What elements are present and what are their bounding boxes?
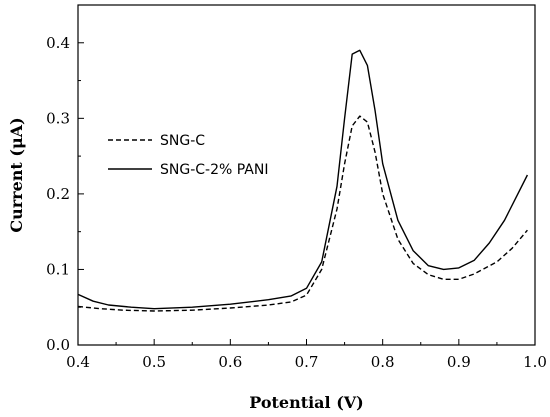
x-tick-label: 0.7 xyxy=(295,353,319,371)
plot-area-frame xyxy=(77,4,536,346)
x-tick-label: 0.6 xyxy=(218,353,242,371)
x-tick-label: 0.5 xyxy=(142,353,166,371)
y-tick-label: 0.4 xyxy=(46,34,70,52)
x-tick-label: 0.8 xyxy=(371,353,395,371)
y-tick-label: 0.0 xyxy=(46,336,70,354)
x-axis: 0.4 0.5 0.6 0.7 0.8 0.9 1.0 xyxy=(66,339,547,371)
x-tick-label: 1.0 xyxy=(523,353,547,371)
series-line-0 xyxy=(77,115,528,312)
plot-frame xyxy=(77,4,536,346)
legend: SNG-C SNG-C-2% PANI xyxy=(108,133,268,178)
series-group xyxy=(77,49,529,312)
y-tick-label: 0.1 xyxy=(46,260,70,278)
y-tick-label: 0.2 xyxy=(46,185,70,203)
y-axis-title: Current (μA) xyxy=(7,117,26,232)
legend-label: SNG-C-2% PANI xyxy=(160,162,268,178)
x-tick-label: 0.4 xyxy=(66,353,90,371)
y-tick-label: 0.3 xyxy=(46,109,70,127)
legend-label: SNG-C xyxy=(160,133,205,149)
x-tick-label: 0.9 xyxy=(447,353,471,371)
series-line-1 xyxy=(77,49,529,310)
x-axis-title: Potential (V) xyxy=(249,393,364,412)
y-axis: 0.0 0.1 0.2 0.3 0.4 xyxy=(46,4,84,354)
